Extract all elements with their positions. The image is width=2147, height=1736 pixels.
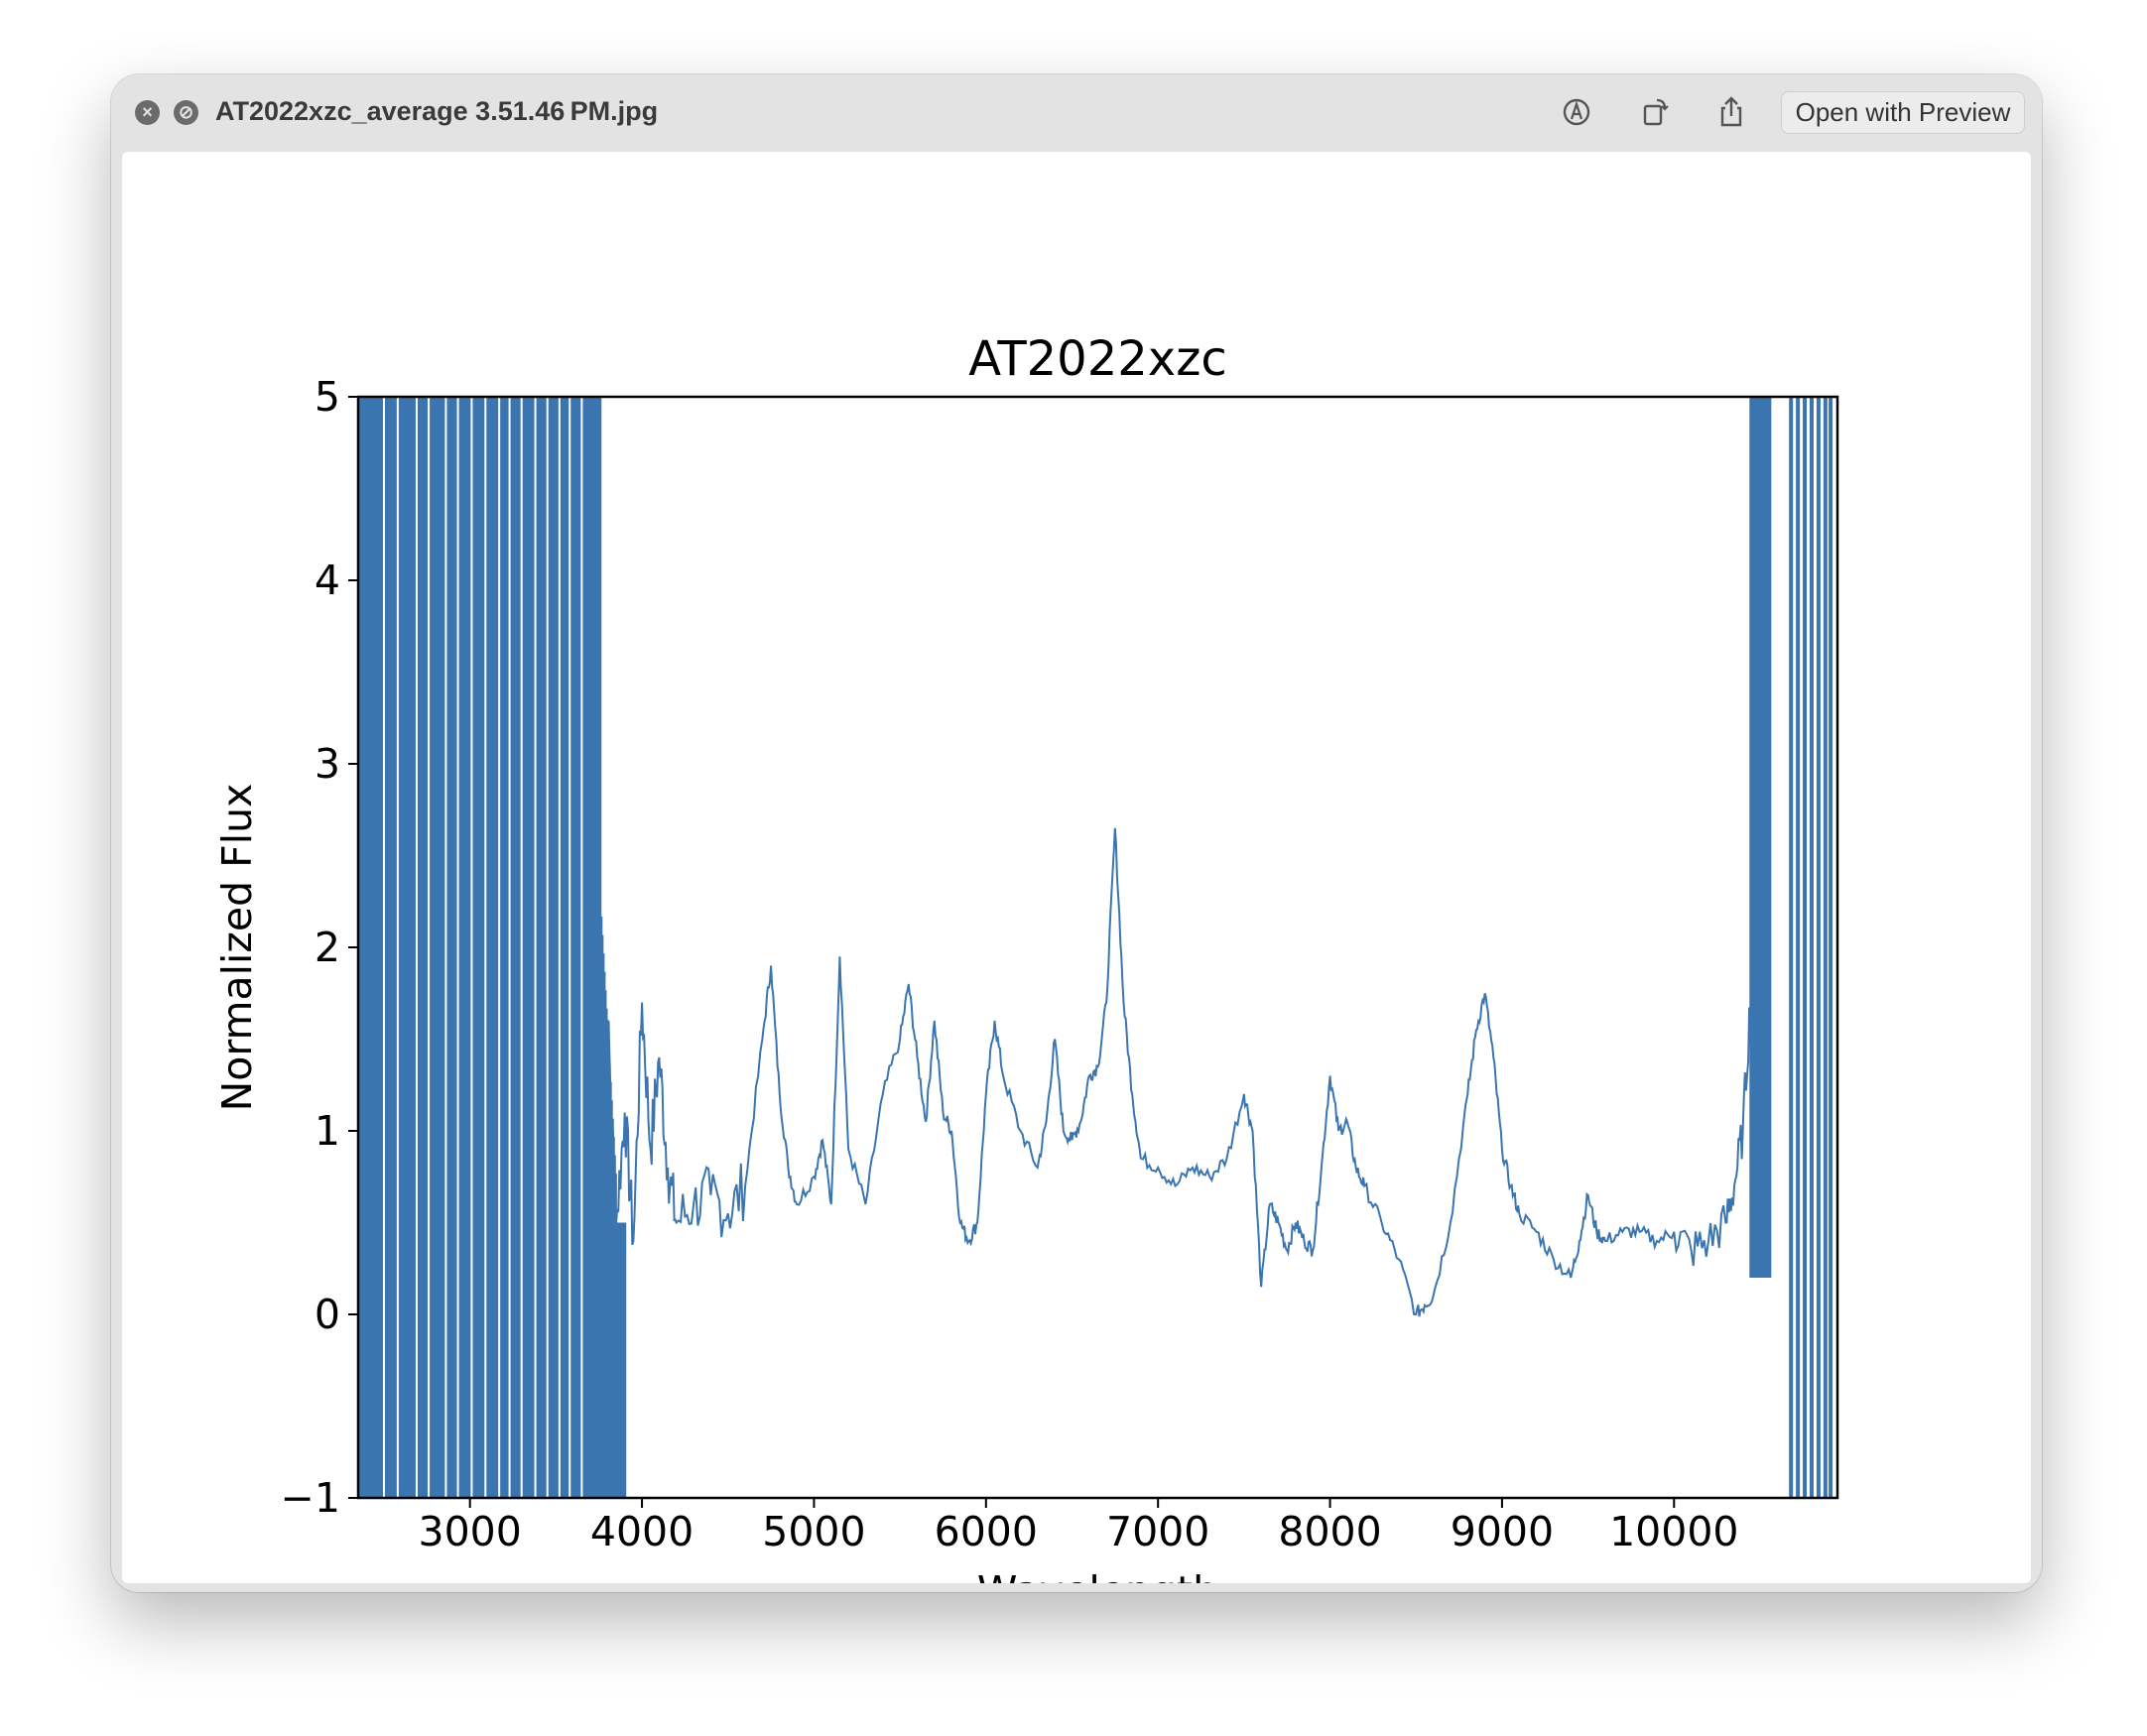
y-tick-label: 4 — [315, 557, 340, 604]
noisy-region-blue-tail — [592, 397, 627, 1498]
x-tick-label: 8000 — [1278, 1508, 1381, 1555]
open-with-preview-button[interactable]: Open with Preview — [1781, 91, 2025, 134]
chart-title: AT2022xzc — [968, 331, 1227, 387]
plot-area — [358, 397, 1833, 1498]
y-tick-label: 3 — [315, 740, 340, 788]
rotate-icon[interactable] — [1637, 94, 1673, 130]
image-preview: 3000 4000 5000 6000 7000 8000 9000 10000 −1 0 1 2 3 4… — [122, 152, 2031, 1583]
noisy-region-gaps — [383, 397, 583, 1498]
spectrum-chart: 3000 4000 5000 6000 7000 8000 9000 10000 −1 0 1 2 3 4… — [213, 331, 1839, 1583]
spectrum-line — [597, 827, 1753, 1317]
x-tick-label: 5000 — [762, 1508, 865, 1555]
noisy-region-red — [1749, 397, 1833, 1498]
y-tick-label: 5 — [315, 373, 340, 421]
x-tick-label: 10000 — [1609, 1508, 1738, 1555]
close-icon[interactable]: × — [135, 100, 160, 125]
y-tick-label: 2 — [315, 924, 340, 971]
title-bar: × ⊘ AT2022xzc_average 3.51.46 PM.jpg Ope… — [111, 74, 2042, 152]
x-axis-label: Wavelength — [977, 1567, 1218, 1583]
y-axis-label: Normalized Flux — [213, 784, 261, 1112]
x-tick-label: 3000 — [419, 1508, 522, 1555]
x-tick-label: 6000 — [935, 1508, 1038, 1555]
markup-pen-icon[interactable] — [1559, 94, 1594, 130]
window-title: AT2022xzc_average 3.51.46 PM.jpg — [215, 96, 659, 126]
y-tick-label: 1 — [315, 1107, 340, 1155]
y-tick-label: −1 — [281, 1474, 340, 1522]
quicklook-window: × ⊘ AT2022xzc_average 3.51.46 PM.jpg Ope… — [111, 74, 2042, 1592]
y-tick-label: 0 — [315, 1291, 340, 1338]
x-tick-label: 4000 — [590, 1508, 694, 1555]
slash-circle-icon[interactable]: ⊘ — [174, 100, 198, 125]
x-tick-label: 9000 — [1451, 1508, 1554, 1555]
x-tick-label: 7000 — [1106, 1508, 1209, 1555]
share-icon[interactable] — [1713, 94, 1749, 130]
